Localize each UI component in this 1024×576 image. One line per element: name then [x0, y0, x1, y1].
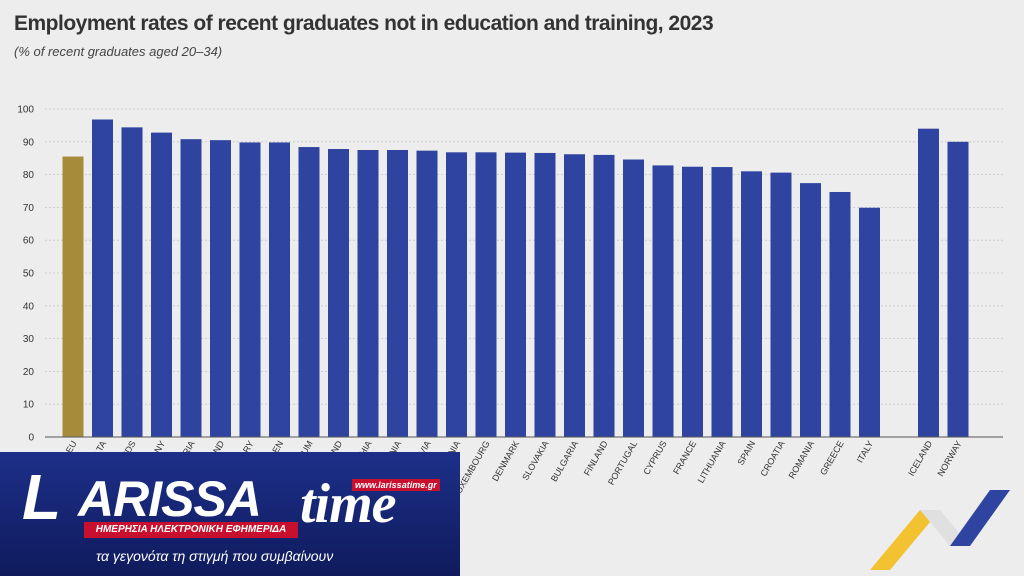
bar-germany — [151, 132, 172, 437]
logo-url: www.larissatime.gr — [352, 479, 440, 491]
bar-sweden — [269, 142, 290, 437]
x-tick-label: SLOVAKIA — [520, 439, 551, 482]
chart-subtitle: (% of recent graduates aged 20–34) — [14, 44, 223, 59]
bar-italy — [859, 207, 880, 437]
y-axis-ticks: 0 10 20 30 40 50 60 70 80 90 100 — [17, 105, 34, 444]
x-tick-label: CROATIA — [758, 439, 786, 478]
bar-cyprus — [652, 165, 674, 437]
x-tick-label: SPAIN — [735, 439, 757, 467]
logo-tagline: ΗΜΕΡΗΣΙΑ ΗΛΕΚΤΡΟΝΙΚΗ ΕΦΗΜΕΡΙΔΑ — [84, 522, 298, 538]
bar-spain — [741, 171, 762, 437]
bar-finland — [593, 154, 615, 438]
logo-slogan: τα γεγονότα τη στιγμή που συμβαίνουν — [96, 548, 334, 564]
logo-word: ARISSA — [78, 471, 262, 527]
y-tick-label: 0 — [28, 433, 34, 444]
bar-eu — [62, 156, 84, 437]
bar-luxembourg — [475, 152, 497, 437]
x-tick-label: DENMARK — [490, 439, 521, 483]
y-tick-label: 20 — [23, 367, 35, 378]
bar-portugal — [623, 159, 644, 437]
y-tick-label: 60 — [23, 236, 35, 247]
bars — [62, 119, 969, 438]
bar-belgium — [298, 147, 320, 437]
bar-ireland — [328, 149, 349, 438]
x-tick-label: PORTUGAL — [606, 439, 639, 487]
bar-lithuania — [711, 167, 733, 437]
bar-czechia — [357, 150, 379, 437]
bar-bulgaria — [564, 154, 585, 437]
bar-latvia — [416, 150, 438, 437]
bar-slovenia — [387, 150, 408, 437]
bar-malta — [92, 119, 113, 437]
corner-logo-icon — [870, 490, 1010, 570]
x-tick-label: GREECE — [818, 439, 846, 477]
bar-estonia — [446, 152, 467, 437]
x-tick-label: ITALY — [855, 439, 876, 465]
bar-netherlands — [121, 127, 143, 438]
y-tick-label: 50 — [23, 269, 35, 280]
y-tick-label: 100 — [17, 105, 34, 116]
bar-poland — [210, 140, 231, 437]
y-tick-label: 30 — [23, 334, 35, 345]
bar-romania — [800, 183, 821, 437]
y-tick-label: 80 — [23, 170, 35, 181]
x-tick-label: CYPRUS — [641, 439, 668, 476]
x-tick-label: FINLAND — [582, 439, 610, 478]
y-tick-label: 70 — [23, 203, 35, 214]
chart-title: Employment rates of recent graduates not… — [14, 12, 714, 35]
x-tick-label: LITHUANIA — [696, 439, 728, 485]
logo-letter: L — [22, 461, 61, 533]
y-tick-label: 90 — [23, 137, 35, 148]
y-tick-label: 10 — [23, 400, 35, 411]
bar-iceland — [918, 128, 939, 437]
x-tick-label: BULGARIA — [549, 439, 580, 483]
bar-norway — [947, 141, 969, 438]
x-tick-label: FRANCE — [671, 439, 698, 476]
y-tick-label: 40 — [23, 301, 35, 312]
bar-austria — [180, 139, 202, 437]
bar-denmark — [505, 152, 526, 437]
bar-slovakia — [534, 152, 556, 437]
bar-croatia — [770, 172, 792, 437]
bar-hungary — [239, 142, 261, 437]
bar-greece — [829, 191, 851, 437]
x-tick-label: ROMANIA — [787, 439, 817, 480]
larissatime-banner: L ARISSA time www.larissatime.gr ΗΜΕΡΗΣΙ… — [0, 452, 460, 576]
bar-france — [682, 166, 703, 437]
